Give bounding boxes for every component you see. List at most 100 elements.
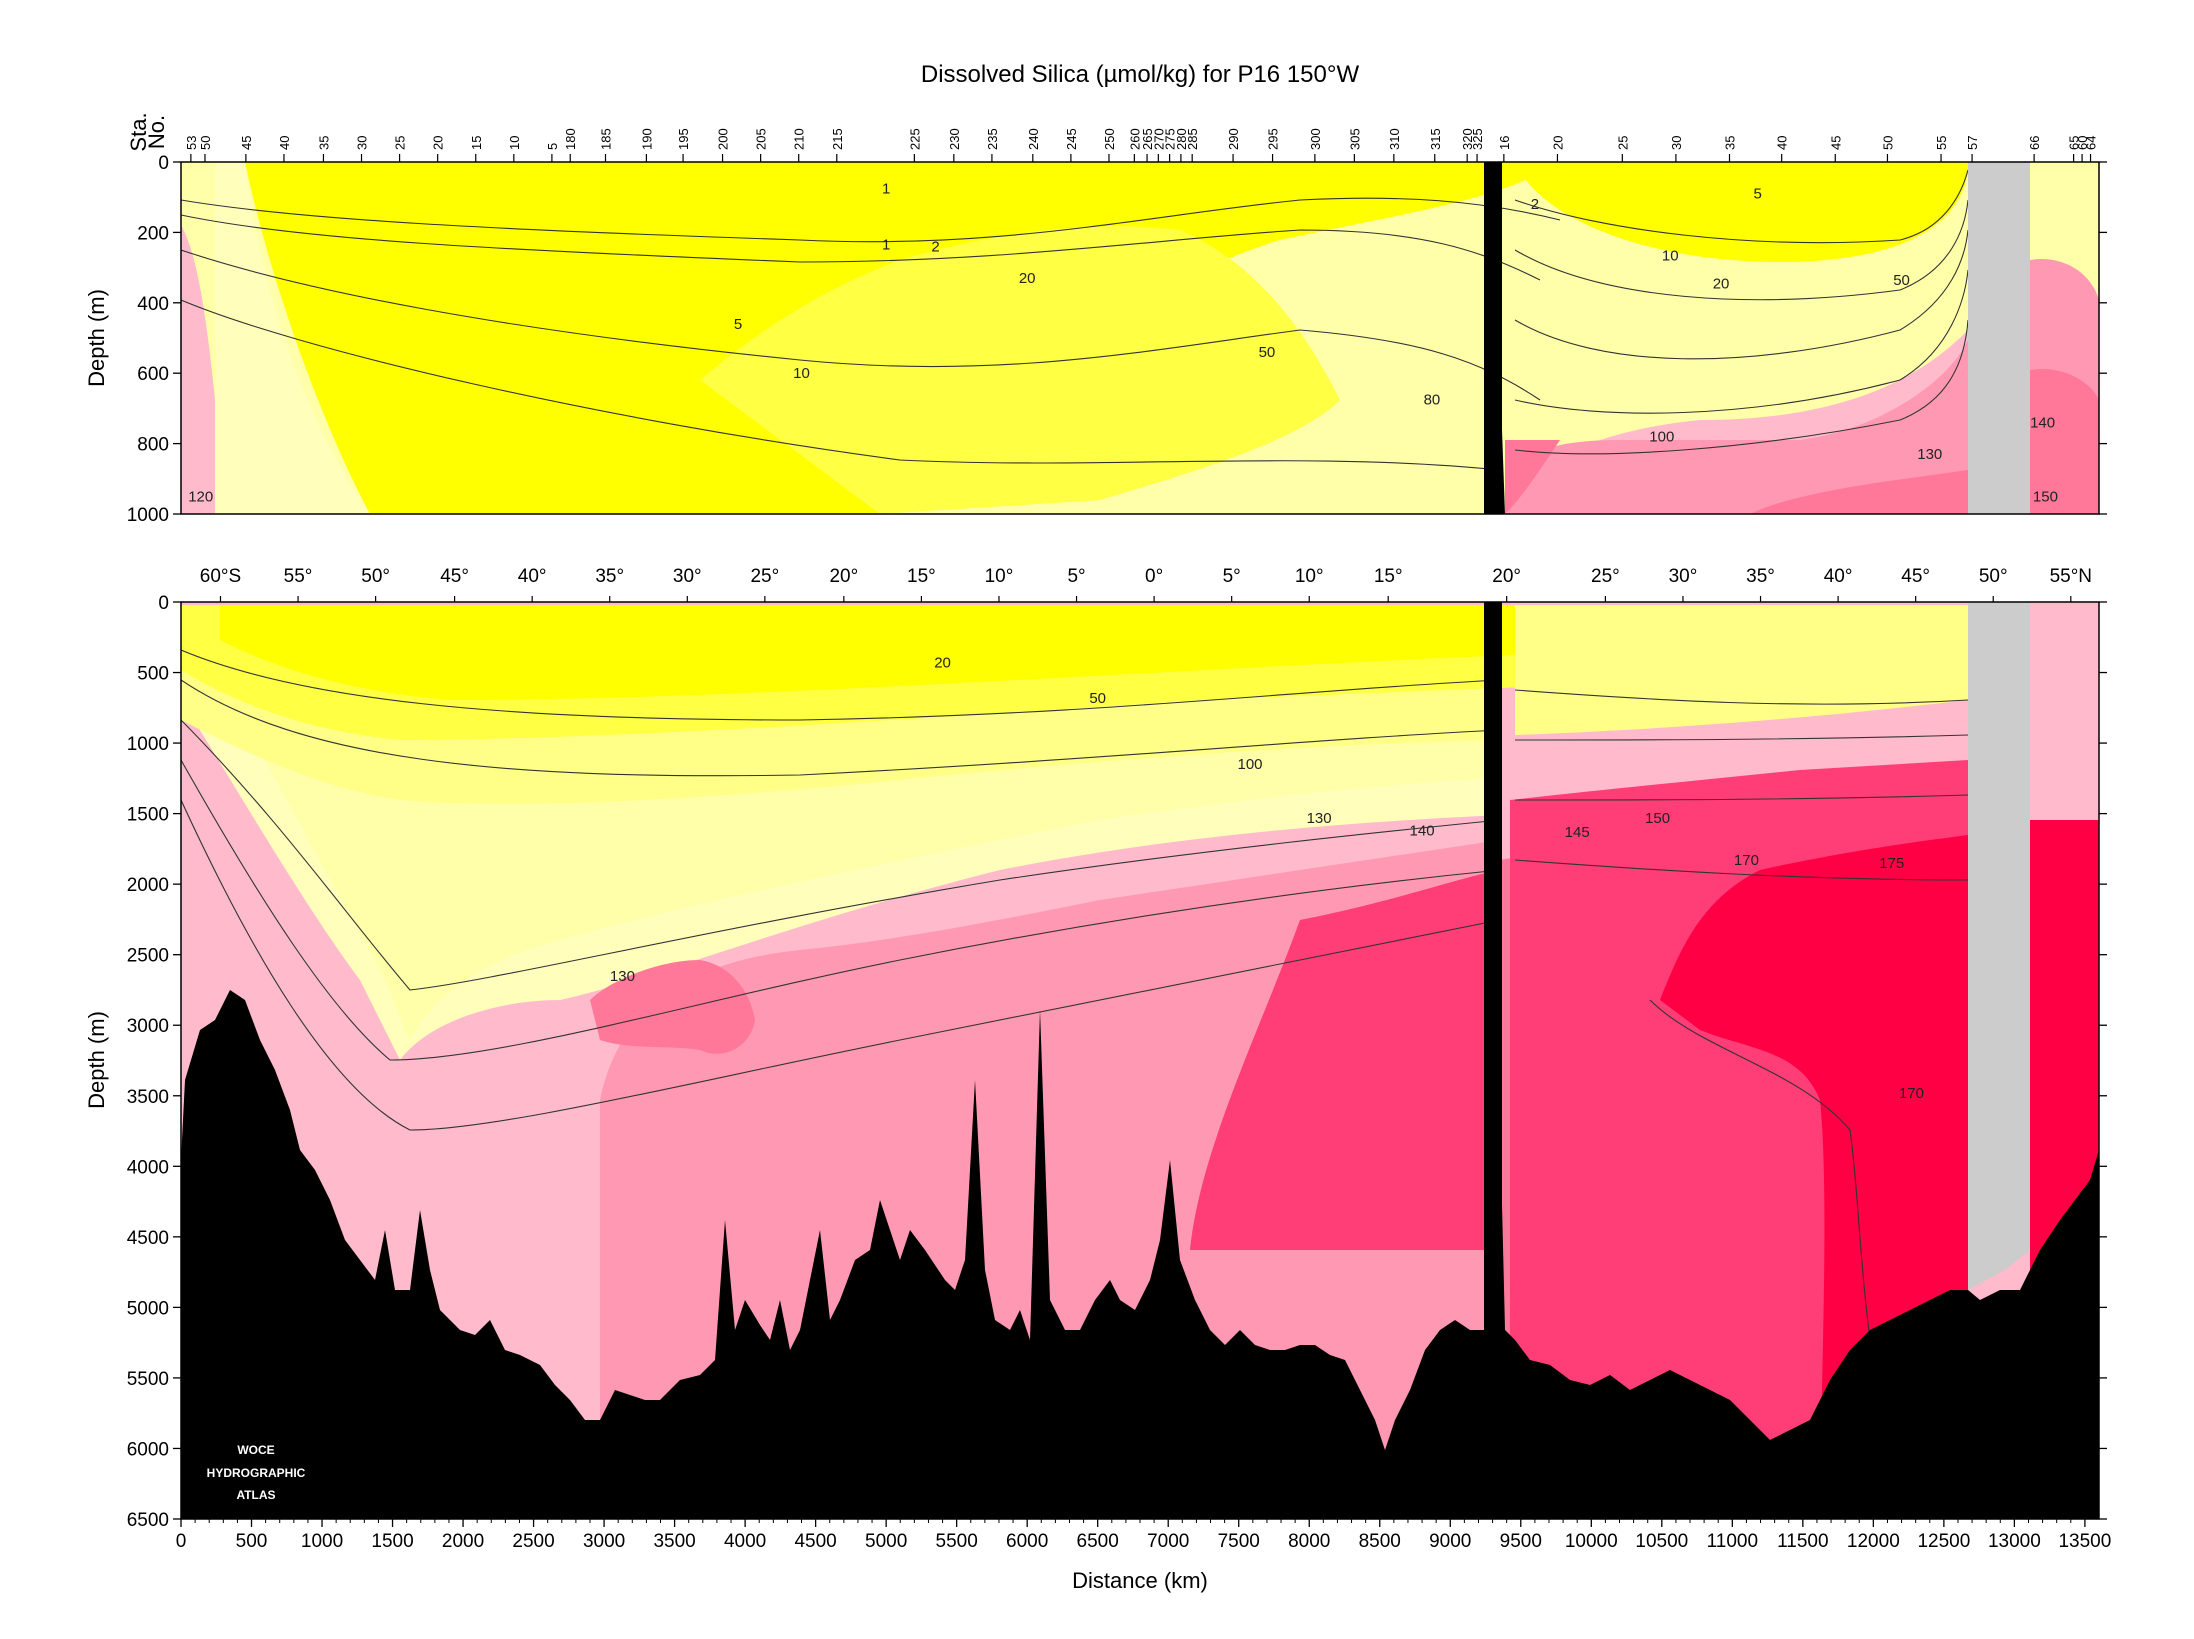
latitude-label: 40° (1824, 566, 1853, 587)
lower-bathymetry-wall (1484, 602, 1502, 1352)
station-number-label: 180 (563, 128, 578, 150)
logo-line-3: ATLAS (236, 1488, 275, 1502)
lower-region-north-crimson (1190, 870, 1500, 1250)
upper-contour-label: 20 (1713, 275, 1730, 292)
station-number-label: 30 (1669, 136, 1684, 150)
lower-contour-label: 140 (1410, 823, 1435, 840)
lower-y-tick-label: 6000 (127, 1439, 169, 1460)
lower-contour-label: 170 (1899, 1085, 1924, 1102)
lower-contour-label: 20 (934, 655, 951, 672)
upper-contour-label: 20 (1019, 270, 1036, 287)
lower-y-tick-label: 6500 (127, 1510, 169, 1531)
station-number-label: 55 (1934, 136, 1949, 150)
latitude-label: 25° (750, 566, 779, 587)
station-number-label: 230 (947, 128, 962, 150)
station-number-label: 20 (431, 136, 446, 150)
lower-contour-labels: 20 50 100 130 140 145 150 170 175 130 170 (610, 655, 1924, 1102)
lower-y-axis-ticks: 0 500 1000 1500 2000 2500 3000 3500 4000 4500 5000… (127, 593, 2107, 1531)
station-number-label: 5 (545, 143, 560, 150)
station-number-label: 30 (355, 136, 370, 150)
upper-region-north-pink4 (1750, 470, 1968, 514)
station-number-label: 15 (469, 136, 484, 150)
station-axis-label-line1: Sta. (126, 112, 151, 151)
x-tick-label: 2000 (442, 1531, 484, 1552)
lower-y-tick-label: 5000 (127, 1298, 169, 1319)
lower-contour-lines (181, 649, 1969, 1401)
station-number-label: 60 (2075, 136, 2090, 150)
station-number-label: 65 (2067, 136, 2082, 150)
station-number-label: 64 (2084, 136, 2099, 150)
lower-region-deep-patch (590, 960, 755, 1054)
latitude-label: 10° (1295, 566, 1324, 587)
x-tick-label: 13000 (1988, 1531, 2041, 1552)
station-number-label: 10 (507, 136, 522, 150)
lower-contour-label: 175 (1879, 855, 1904, 872)
upper-bathymetry-wall (1484, 162, 1502, 514)
latitude-label: 5° (1223, 566, 1241, 587)
upper-region-subtropic-yellow (1515, 162, 1968, 262)
station-number-label: 20 (1550, 136, 1565, 150)
x-tick-label: 4000 (724, 1531, 766, 1552)
x-tick-label: 0 (176, 1531, 187, 1552)
x-tick-label: 6500 (1077, 1531, 1119, 1552)
station-number-label: 250 (1102, 128, 1117, 150)
station-number-label: 325 (1470, 128, 1485, 150)
station-number-label: 215 (830, 128, 845, 150)
latitude-label: 25° (1591, 566, 1620, 587)
upper-y-axis-label: Depth (m) (84, 289, 109, 387)
upper-contour-label: 1 (882, 180, 890, 197)
station-number-label: 295 (1266, 128, 1281, 150)
latitude-label: 20° (1492, 566, 1521, 587)
upper-contour-label: 100 (1649, 429, 1674, 446)
lower-y-tick-label: 3000 (127, 1016, 169, 1037)
latitude-label: 35° (1746, 566, 1775, 587)
station-number-label: 25 (393, 136, 408, 150)
station-number-label: 210 (792, 128, 807, 150)
latitude-label: 55° (284, 566, 313, 587)
station-number-label: 45 (239, 136, 254, 150)
x-tick-label: 7000 (1147, 1531, 1189, 1552)
upper-y-tick-label: 800 (137, 435, 169, 456)
upper-y-tick-label: 1000 (127, 505, 169, 526)
lower-bathymetry-silhouette (181, 990, 2099, 1519)
lower-y-tick-label: 5500 (127, 1369, 169, 1390)
upper-y-tick-label: 400 (137, 294, 169, 315)
x-tick-label: 3000 (583, 1531, 625, 1552)
station-number-label: 190 (639, 128, 654, 150)
lower-contour-label: 145 (1565, 824, 1590, 841)
station-number-label: 275 (1163, 128, 1178, 150)
latitude-label: 50° (361, 566, 390, 587)
station-number-label: 240 (1026, 128, 1041, 150)
upper-region-north-pink2 (1505, 340, 1968, 514)
upper-contour-label: 10 (1662, 247, 1679, 264)
x-tick-label: 5500 (936, 1531, 978, 1552)
upper-contour-label: 5 (734, 316, 742, 333)
station-number-label: 35 (316, 136, 331, 150)
x-tick-label: 10500 (1635, 1531, 1688, 1552)
latitude-label: 30° (1669, 566, 1698, 587)
upper-contour-label: 50 (1893, 272, 1910, 289)
lower-y-tick-label: 1000 (127, 734, 169, 755)
lower-y-tick-label: 1500 (127, 805, 169, 826)
upper-contour-label: 2 (1531, 196, 1539, 213)
distance-axis-ticks: 0 500 1000 1500 2000 2500 3000 3500 4000 4500 5000… (176, 1519, 2111, 1552)
lower-nodata-gap (1968, 602, 2030, 1290)
latitude-label: 55°N (2050, 566, 2092, 587)
latitude-label: 15° (1374, 566, 1403, 587)
station-number-label: 305 (1347, 128, 1362, 150)
lower-contour-label: 130 (1307, 810, 1332, 827)
upper-contour-label: 130 (1917, 446, 1942, 463)
latitude-label: 60°S (200, 566, 241, 587)
x-tick-label: 11000 (1707, 1531, 1758, 1552)
x-tick-label: 500 (236, 1531, 268, 1552)
woce-logo: WOCE HYDROGRAPHIC ATLAS (207, 1443, 306, 1502)
station-number-label: 185 (598, 128, 613, 150)
station-number-label: 225 (907, 128, 922, 150)
upper-y-tick-label: 600 (137, 364, 169, 385)
upper-bathymetry-wall-foot (1484, 430, 1505, 514)
station-number-label: 300 (1308, 128, 1323, 150)
station-number-label: 265 (1140, 128, 1155, 150)
station-number-label: 285 (1185, 128, 1200, 150)
station-number-label: 280 (1174, 128, 1189, 150)
latitude-label: 30° (673, 566, 702, 587)
